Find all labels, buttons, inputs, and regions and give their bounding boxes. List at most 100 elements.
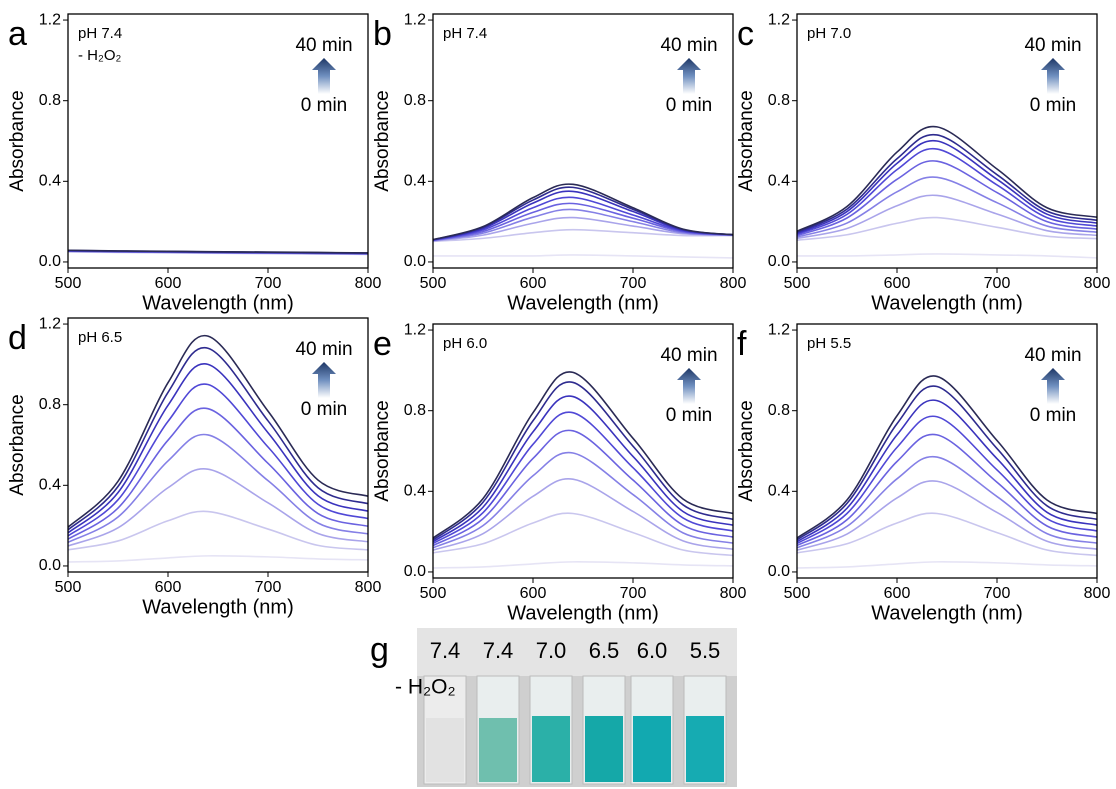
arrow-bottom-label: 0 min (1030, 405, 1076, 426)
chart-panel: c Absorbance Wavelength (nm) 0.0 0.4 0.8 1.2 50… (736, 11, 1110, 314)
arrow-bottom-label: 0 min (301, 399, 347, 420)
spectrum-line (67, 407, 369, 540)
annotation: pH 7.0 (807, 25, 851, 42)
annotation: pH 5.5 (807, 335, 851, 352)
y-tick-label: 0.4 (768, 173, 790, 190)
arrow-top-label: 40 min (295, 339, 352, 360)
sample-label: 6.5 (589, 638, 620, 663)
y-tick-label: 0.0 (404, 253, 426, 270)
plot-frame (796, 323, 1098, 579)
spectrum-line (432, 395, 734, 543)
panel-letter: a (8, 15, 27, 53)
x-tick-label: 700 (255, 275, 282, 292)
x-tick-label: 500 (55, 275, 82, 292)
spectrum-line (796, 125, 1098, 233)
y-tick-label: 0.0 (39, 253, 61, 270)
y-tick-label: 0.4 (768, 483, 790, 500)
x-axis-label: Wavelength (nm) (142, 596, 294, 618)
sample-label: 7.4 (430, 638, 461, 663)
cuvette (683, 675, 727, 785)
x-tick-label: 500 (784, 585, 811, 602)
chart-panel: a Absorbance Wavelength (nm) 0.0 0.4 0.8 1.2 50… (7, 11, 381, 314)
spectrum-line (432, 411, 734, 545)
y-tick-label: 0.8 (768, 92, 790, 109)
sample-label: 5.5 (690, 638, 721, 663)
spectrum-line (67, 433, 369, 544)
annotation: pH 7.4 (443, 25, 487, 42)
panel-letter: f (737, 325, 747, 363)
time-arrow (1041, 58, 1065, 94)
cuvette (529, 675, 573, 785)
x-tick-label: 800 (720, 275, 747, 292)
photo-panel: g - H₂O₂ (370, 628, 737, 787)
spectrum-line (67, 363, 369, 534)
x-tick-label: 800 (1084, 585, 1111, 602)
spectrum-line (796, 194, 1098, 240)
x-tick-label: 700 (620, 585, 647, 602)
photo-top (417, 628, 737, 676)
x-tick-label: 500 (55, 579, 82, 596)
cuvette (476, 675, 520, 785)
x-axis-label: Wavelength (nm) (507, 602, 659, 624)
y-tick-label: 1.2 (39, 11, 61, 28)
arrow-top-label: 40 min (295, 35, 352, 56)
spectrum-line (796, 399, 1098, 543)
x-tick-label: 600 (520, 585, 547, 602)
arrow-top-label: 40 min (1024, 35, 1081, 56)
annotation: pH 7.4 (78, 25, 122, 42)
x-tick-label: 600 (155, 275, 182, 292)
sample-label: 7.4 (483, 638, 514, 663)
arrow-bottom-label: 0 min (301, 95, 347, 116)
spectrum-line (432, 228, 734, 243)
x-tick-label: 800 (355, 275, 382, 292)
spectrum-line (796, 561, 1098, 569)
x-tick-label: 800 (1084, 275, 1111, 292)
y-axis-label: Absorbance (372, 400, 393, 501)
y-axis-label: Absorbance (736, 90, 757, 191)
arrow-bottom-label: 0 min (666, 95, 712, 116)
y-tick-label: 0.4 (404, 483, 426, 500)
plot-frame (432, 13, 734, 269)
annotation: - H₂O₂ (78, 47, 121, 64)
x-axis-label: Wavelength (nm) (507, 292, 659, 314)
x-axis-label: Wavelength (nm) (142, 292, 294, 314)
spectrum-line (796, 216, 1098, 241)
y-tick-label: 0.0 (39, 557, 61, 574)
y-tick-label: 0.8 (39, 396, 61, 413)
x-tick-label: 700 (255, 579, 282, 596)
spectrum-line (796, 385, 1098, 541)
panel-letter: e (373, 325, 392, 363)
y-tick-label: 0.0 (768, 253, 790, 270)
arrow-top-label: 40 min (660, 35, 717, 56)
y-tick-label: 0.8 (39, 92, 61, 109)
y-tick-label: 1.2 (404, 321, 426, 338)
y-tick-label: 0.8 (768, 402, 790, 419)
spectrum-line (796, 415, 1098, 545)
cuvette (630, 675, 674, 785)
spectrum-line (432, 183, 734, 241)
y-tick-label: 0.4 (404, 173, 426, 190)
arrow-bottom-label: 0 min (1030, 95, 1076, 116)
cuvette (582, 675, 626, 785)
spectrum-line (67, 334, 369, 528)
arrow-bottom-label: 0 min (666, 405, 712, 426)
y-axis-label: Absorbance (7, 90, 28, 191)
x-tick-label: 700 (984, 275, 1011, 292)
photo-note: - H₂O₂ (395, 676, 456, 699)
spectrum-line (432, 478, 734, 551)
spectrum-line (432, 429, 734, 547)
spectrum-line (432, 561, 734, 569)
y-tick-label: 1.2 (39, 315, 61, 332)
time-arrow (312, 362, 336, 398)
plot-frame (67, 13, 369, 269)
panel-letter: g (370, 631, 389, 669)
y-tick-label: 1.2 (404, 11, 426, 28)
panel-letter: b (373, 15, 392, 53)
time-arrow (677, 58, 701, 94)
spectrum-line (432, 451, 734, 549)
spectrum-line (67, 383, 369, 537)
x-tick-label: 500 (420, 585, 447, 602)
y-axis-label: Absorbance (372, 90, 393, 191)
spectrum-line (796, 176, 1098, 238)
